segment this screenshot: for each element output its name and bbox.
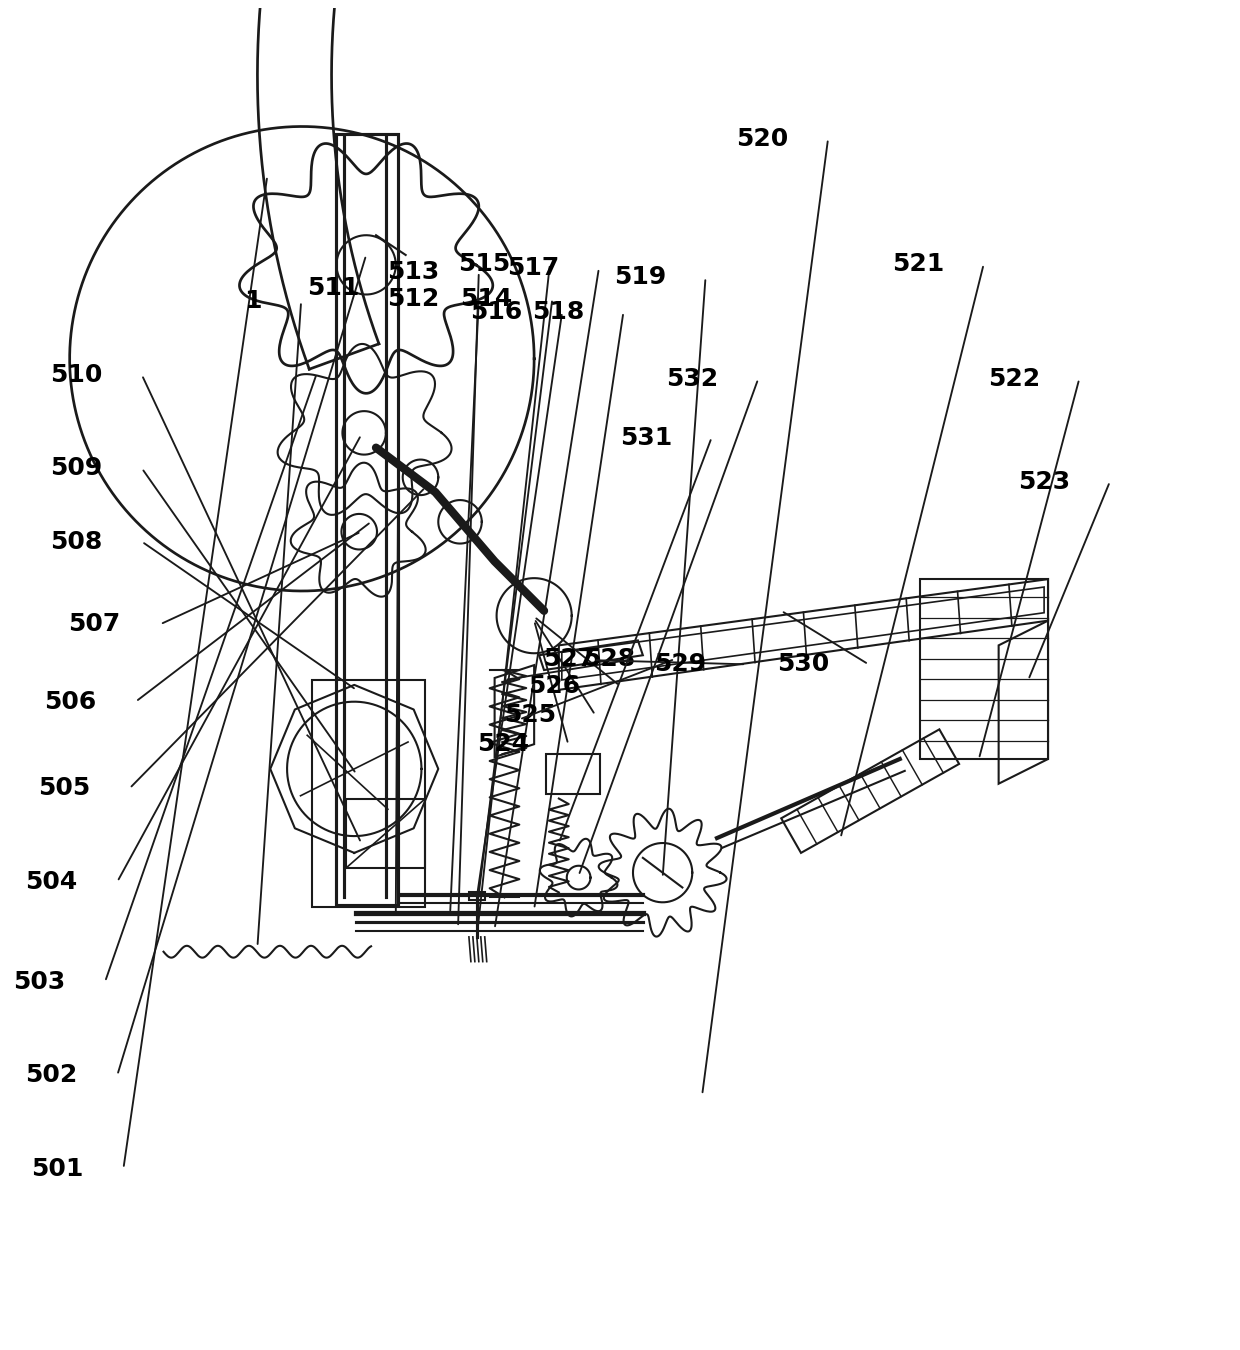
Text: 505: 505 [37, 776, 91, 801]
Text: 504: 504 [26, 869, 78, 894]
Text: 525: 525 [503, 703, 556, 728]
Text: 509: 509 [50, 456, 102, 481]
Text: 512: 512 [387, 286, 439, 310]
Text: 510: 510 [50, 363, 102, 387]
Bar [311, 680, 425, 907]
Text: 521: 521 [892, 252, 944, 275]
Text: 519: 519 [614, 266, 666, 289]
Text: 518: 518 [532, 300, 584, 324]
Text: 520: 520 [737, 127, 789, 151]
Text: 528: 528 [583, 647, 635, 671]
Text: 511: 511 [308, 277, 360, 300]
Text: 502: 502 [26, 1064, 78, 1087]
Bar [336, 135, 398, 906]
Text: 526: 526 [528, 674, 580, 698]
Text: 531: 531 [620, 425, 672, 450]
Text: 527: 527 [543, 647, 595, 671]
Text: 522: 522 [987, 367, 1040, 390]
Text: 501: 501 [31, 1157, 84, 1181]
Text: 508: 508 [50, 529, 102, 554]
Text: 503: 503 [14, 969, 66, 994]
Text: 523: 523 [1018, 470, 1070, 494]
Text: 530: 530 [776, 652, 830, 676]
Text: 529: 529 [655, 652, 707, 676]
Bar [546, 755, 600, 794]
Bar [346, 799, 425, 868]
Text: 514: 514 [460, 286, 513, 310]
Text: 524: 524 [476, 733, 528, 756]
Text: 513: 513 [387, 261, 439, 284]
Text: 516: 516 [470, 300, 522, 324]
Text: 517: 517 [507, 256, 559, 279]
Text: 1: 1 [244, 289, 262, 313]
Text: 507: 507 [68, 613, 120, 636]
Text: 532: 532 [667, 367, 719, 390]
Text: 515: 515 [458, 252, 511, 275]
Bar [469, 892, 485, 900]
Text: 506: 506 [43, 690, 97, 714]
